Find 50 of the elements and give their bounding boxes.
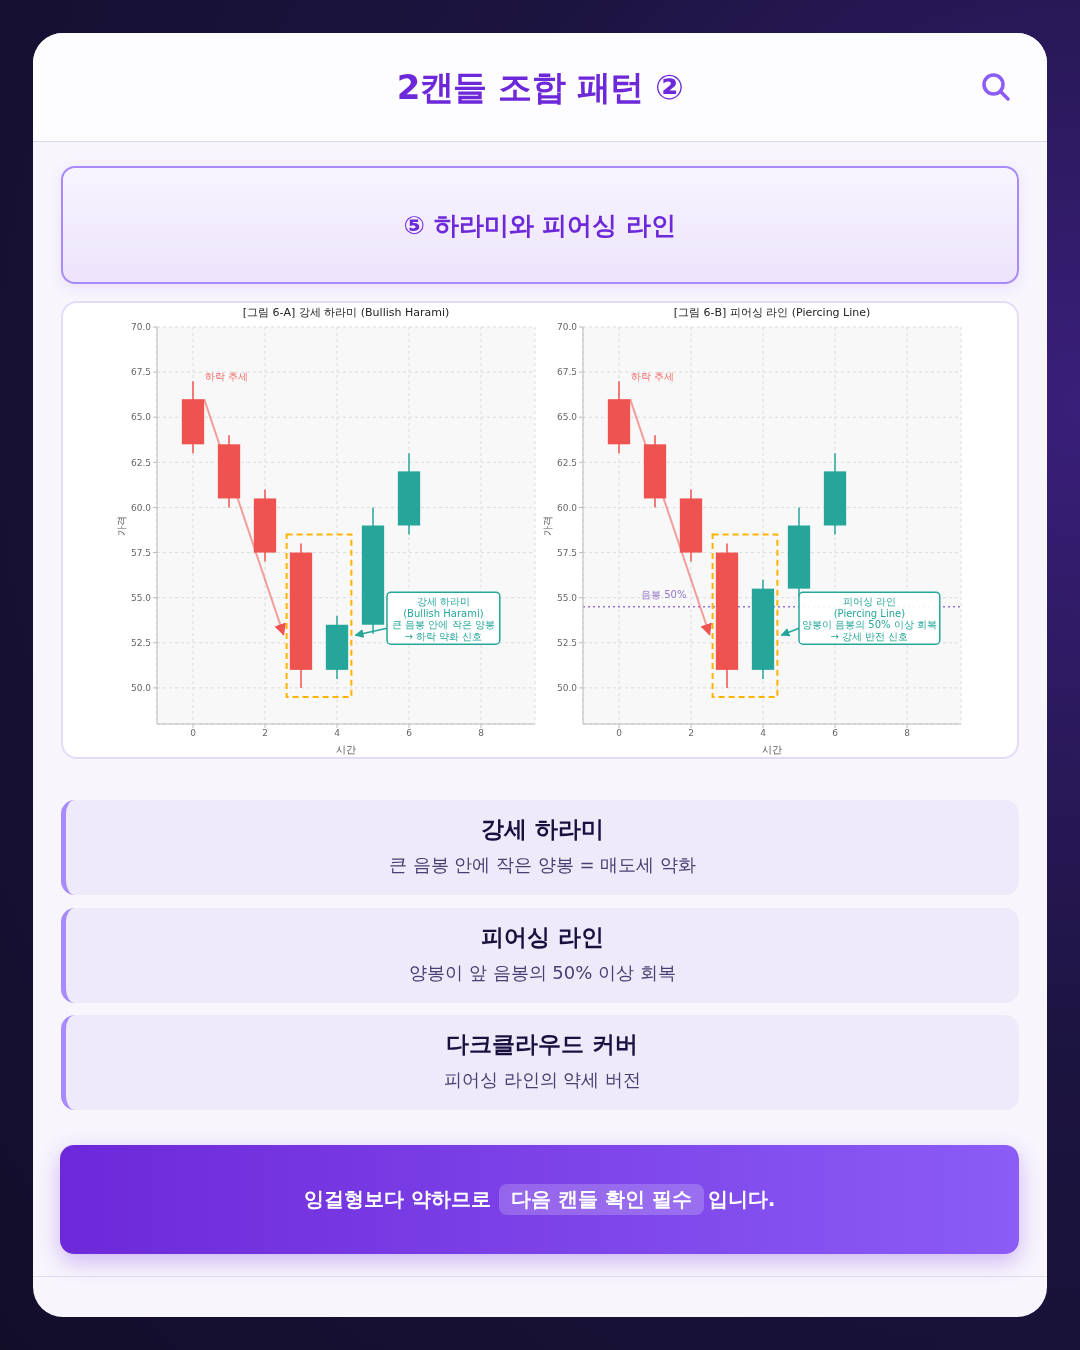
x-tick-label: 4 bbox=[334, 728, 341, 739]
chart-title: [그림 6-B] 피어싱 라인 (Piercing Line) bbox=[673, 306, 871, 319]
text: 2캔들 조합 패턴 ② bbox=[396, 67, 684, 107]
text: ⑤ 하라미와 피어싱 라인 bbox=[403, 209, 677, 242]
y-tick-label: 62.5 bbox=[130, 457, 151, 468]
y-tick-label: 52.5 bbox=[130, 637, 151, 648]
y-tick-label: 67.5 bbox=[556, 367, 577, 378]
text: 큰 음봉 안에 작은 양봉 = 매도세 약화 bbox=[388, 854, 697, 875]
y-tick-label: 50.0 bbox=[130, 683, 152, 694]
y-tick-label: 65.0 bbox=[130, 412, 152, 423]
y-tick-label: 62.5 bbox=[556, 457, 577, 468]
y-tick-label: 52.5 bbox=[556, 637, 577, 648]
y-tick-label: 70.0 bbox=[130, 322, 152, 333]
y-tick-label: 57.5 bbox=[130, 547, 151, 558]
x-axis-title: 시간 bbox=[336, 744, 356, 755]
y-tick-label: 57.5 bbox=[556, 547, 577, 558]
annotation: 피어싱 라인 (Piercing Line) 양봉이 음봉의 50% 이상 회복 → 강세 반전 신호 bbox=[801, 596, 937, 642]
x-tick-label: 0 bbox=[190, 728, 197, 739]
y-tick-label: 70.0 bbox=[556, 322, 578, 333]
y-tick-label: 55.0 bbox=[130, 592, 152, 603]
text: 피어싱 라인의 약세 버전 bbox=[443, 1069, 642, 1090]
x-axis-title: 시간 bbox=[762, 744, 782, 755]
ref-line-label: 음봉 50% bbox=[641, 588, 687, 600]
y-tick-label: 50.0 bbox=[556, 683, 578, 694]
chart-title: [그림 6-A] 강세 하라미 (Bullish Harami) bbox=[242, 306, 450, 319]
x-tick-label: 6 bbox=[406, 728, 413, 739]
text: 잉걸형보다 약하므로 bbox=[303, 1187, 491, 1211]
y-tick-label: 67.5 bbox=[130, 367, 151, 378]
x-tick-label: 4 bbox=[760, 728, 767, 739]
text: 양봉이 앞 음봉의 50% 이상 회복 bbox=[409, 961, 676, 983]
text: 강세 하라미 bbox=[480, 816, 604, 842]
x-tick-label: 8 bbox=[904, 728, 911, 739]
annotation: 강세 하라미 (Bullish Harami) 큰 음봉 안에 작은 양봉 → 하락 약화 신호 bbox=[392, 596, 495, 642]
text: 다음 캔들 확인 필수 bbox=[510, 1187, 692, 1211]
text: 입니다. bbox=[707, 1187, 776, 1211]
text: 피어싱 라인 bbox=[480, 923, 604, 950]
x-tick-label: 0 bbox=[616, 728, 623, 739]
y-tick-label: 65.0 bbox=[556, 412, 578, 423]
y-axis-title: 가격 bbox=[116, 515, 127, 536]
y-tick-label: 60.0 bbox=[556, 502, 578, 513]
x-tick-label: 6 bbox=[832, 728, 839, 739]
annotation: 하락 추세 bbox=[631, 371, 675, 383]
y-tick-label: 60.0 bbox=[130, 502, 152, 513]
y-axis-title: 가격 bbox=[542, 515, 553, 536]
y-tick-label: 55.0 bbox=[556, 592, 578, 603]
x-tick-label: 2 bbox=[262, 728, 268, 739]
annotation: 하락 추세 bbox=[205, 371, 249, 383]
text: 다크클라우드 커버 bbox=[446, 1031, 639, 1057]
x-tick-label: 2 bbox=[688, 728, 694, 739]
x-tick-label: 8 bbox=[478, 728, 485, 739]
